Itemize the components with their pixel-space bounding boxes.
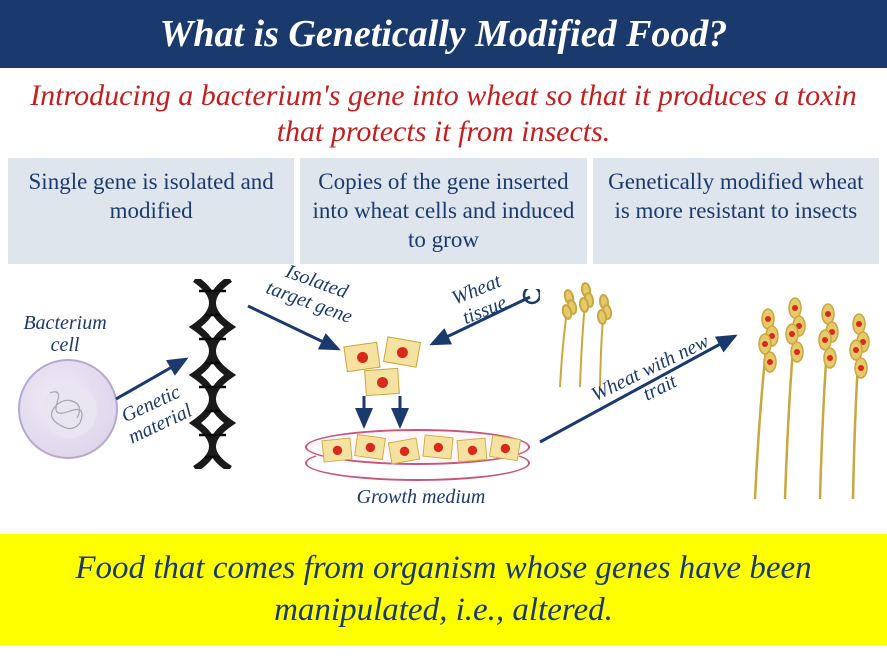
gene-cell-icon xyxy=(321,438,352,463)
gene-cell-icon xyxy=(343,342,380,372)
wheat-large-icon xyxy=(735,284,880,499)
step-row: Single gene is isolated and modified Cop… xyxy=(0,158,887,264)
footer-definition: Food that comes from organism whose gene… xyxy=(0,534,887,645)
process-diagram: Bacterium cell Genetic material Isolated… xyxy=(0,264,887,534)
petri-dish-icon xyxy=(305,429,530,484)
dna-helix-icon xyxy=(185,279,240,469)
gene-cell-icon xyxy=(422,435,453,460)
gene-cell-icon xyxy=(383,336,421,368)
subtitle-text: Introducing a bacterium's gene into whea… xyxy=(0,68,887,158)
gene-cell-icon xyxy=(489,435,521,461)
title-banner: What is Genetically Modified Food? xyxy=(0,0,887,68)
step-1: Single gene is isolated and modified xyxy=(8,158,294,264)
bacterium-cell-icon xyxy=(18,359,118,459)
label-growth-medium: Growth medium xyxy=(346,486,496,508)
arrow-into-dish xyxy=(350,392,420,434)
gene-cell-icon xyxy=(354,434,386,460)
step-3: Genetically modified wheat is more resis… xyxy=(593,158,879,264)
gene-cell-icon xyxy=(457,438,488,463)
label-bacterium: Bacterium cell xyxy=(10,312,120,356)
genetic-squiggle-icon xyxy=(42,383,97,438)
step-2: Copies of the gene inserted into wheat c… xyxy=(300,158,586,264)
